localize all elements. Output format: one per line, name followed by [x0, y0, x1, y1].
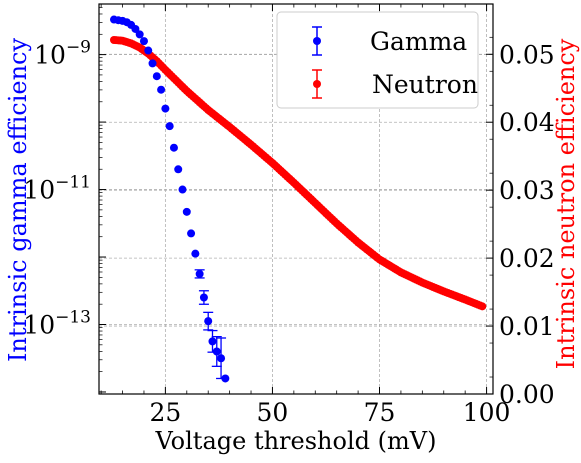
axis-ticks	[99, 4, 493, 395]
plot-frame	[98, 3, 494, 395]
left-y-tick-label: 10−11	[23, 173, 91, 205]
legend: Gamma Neutron	[276, 11, 479, 109]
gamma-point	[178, 185, 187, 194]
gamma-point	[195, 269, 204, 278]
left-y-tick-label: 10−13	[23, 308, 91, 340]
gamma-point	[187, 229, 196, 238]
neutron-point	[478, 302, 487, 311]
gamma-point	[221, 374, 230, 383]
gamma-point	[191, 249, 200, 258]
left-y-tick-label: 10−9	[34, 38, 91, 70]
gamma-point	[131, 24, 140, 33]
legend-box	[276, 11, 479, 109]
left-y-axis-label: Intrinsic gamma efficiency	[4, 38, 32, 363]
x-axis-label: Voltage threshold (mV)	[155, 427, 437, 455]
gamma-point	[174, 165, 183, 174]
gamma-point	[208, 337, 217, 346]
legend-neutron-marker	[312, 69, 322, 99]
gamma-point	[144, 46, 153, 55]
right-y-tick-label: 0.00	[499, 380, 555, 409]
gamma-point	[199, 293, 208, 302]
gamma-point	[152, 72, 161, 81]
x-tick-label: 25	[149, 398, 181, 427]
gamma-series	[109, 15, 230, 383]
x-tick-label: 100	[463, 398, 511, 427]
right-y-tick-label: 0.05	[499, 40, 555, 69]
legend-neutron-label: Neutron	[372, 70, 478, 99]
gamma-point	[148, 59, 157, 68]
right-y-tick-label: 0.03	[499, 176, 555, 205]
gamma-point	[169, 143, 178, 152]
gamma-point	[212, 347, 221, 356]
right-y-tick-label: 0.01	[499, 312, 555, 341]
right-y-axis-label: Intrinsic neutron efficiency	[552, 38, 580, 369]
x-tick-label: 75	[364, 398, 396, 427]
gamma-point	[161, 104, 170, 113]
legend-gamma-label: Gamma	[370, 27, 467, 56]
x-tick-label: 50	[257, 398, 289, 427]
right-y-tick-label: 0.04	[499, 108, 555, 137]
gamma-point	[182, 207, 191, 216]
gamma-point	[157, 85, 166, 94]
gamma-point	[139, 37, 148, 46]
gamma-point	[204, 317, 213, 326]
gamma-point	[165, 122, 174, 131]
gamma-point	[217, 354, 226, 363]
right-y-tick-label: 0.02	[499, 244, 555, 273]
tick-labels: 25 50 75 100 10−9 10−11 10−13 0.00 0.01 0.02 0.03 0…	[23, 38, 554, 427]
gamma-point	[135, 30, 144, 39]
legend-gamma-marker	[312, 26, 322, 56]
neutron-series	[109, 36, 487, 311]
